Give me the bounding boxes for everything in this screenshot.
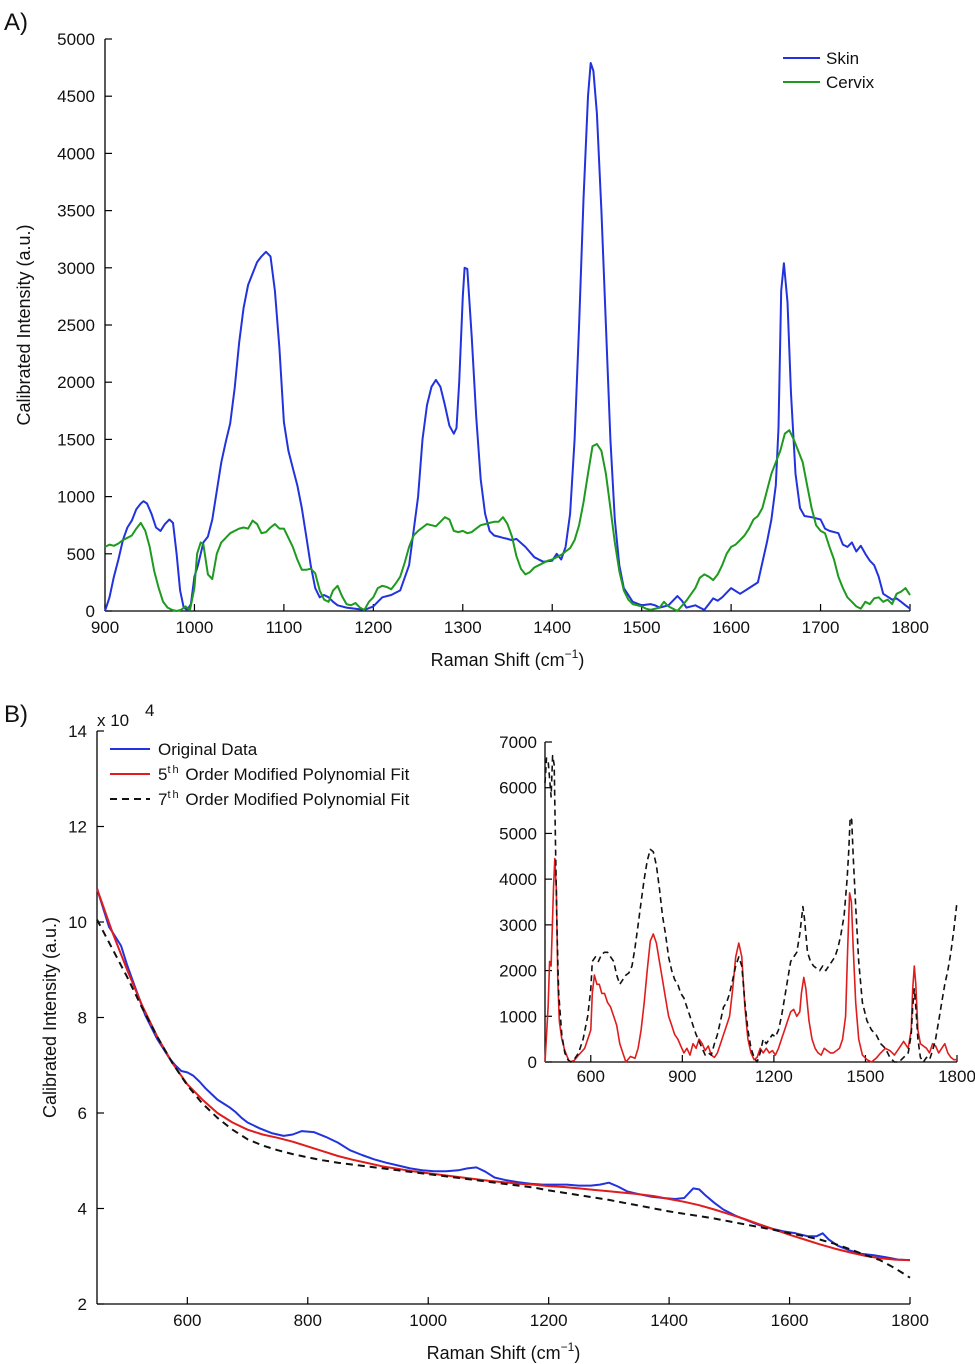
y-tick-label: 3000 (57, 259, 95, 278)
y-tick-label: 6000 (499, 779, 537, 798)
x-tick-label: 1400 (533, 618, 571, 637)
x-tick-label: 600 (173, 1311, 201, 1330)
legend-label: Cervix (826, 73, 875, 92)
x-axis-label: Raman Shift (cm−1) (431, 647, 585, 670)
x-tick-label: 1800 (891, 1311, 929, 1330)
x-tick-label: 800 (294, 1311, 322, 1330)
y-axis-label: Calibrated Intensity (a.u.) (14, 224, 34, 425)
y-tick-label: 10 (68, 913, 87, 932)
x-tick-label: 1800 (891, 618, 929, 637)
legend-order: 5 (158, 765, 167, 784)
x-tick-label: 1200 (530, 1311, 568, 1330)
y-tick-label: 1000 (499, 1007, 537, 1026)
x-axis-label-sup: −1 (561, 1340, 575, 1354)
x-tick-label: 1000 (176, 618, 214, 637)
y-tick-label: 5000 (57, 30, 95, 49)
y-tick-label: 4 (78, 1200, 87, 1219)
y-multiplier-exponent: 4 (145, 701, 154, 720)
series-line-inset-0 (544, 857, 957, 1063)
legend-order-sup: th (167, 789, 180, 801)
legend-label: Skin (826, 49, 859, 68)
x-tick-label: 1600 (771, 1311, 809, 1330)
y-tick-label: 3500 (57, 202, 95, 221)
legend-label: 5th Order Modified Polynomial Fit (158, 764, 410, 784)
legend-order: 7 (158, 790, 167, 809)
chart-A: 900 1000 1100 1200 1300 1400 1500 1600 1700 1800 0… (4, 9, 929, 670)
y-tick-label: 7000 (499, 733, 537, 752)
legend-text: Order Modified Polynomial Fit (181, 790, 410, 809)
legend-order-sup: th (167, 764, 180, 776)
x-axis-label-main: Raman Shift (cm (427, 1343, 561, 1363)
y-tick-label: 6 (78, 1104, 87, 1123)
y-tick-label: 4500 (57, 87, 95, 106)
x-axis-label-sup: −1 (565, 647, 579, 661)
y-tick-label: 2000 (57, 373, 95, 392)
y-tick-label: 14 (68, 722, 87, 741)
panel-label: A) (4, 9, 28, 36)
x-tick-label: 1300 (444, 618, 482, 637)
x-tick-label: 1100 (266, 618, 303, 637)
series-line-inset-1 (544, 754, 958, 1063)
series-line-A-1 (104, 429, 911, 612)
y-tick-label: 2 (78, 1295, 87, 1314)
panel-label: B) (4, 701, 28, 728)
x-tick-label: 1700 (802, 618, 840, 637)
legend-label: Original Data (158, 740, 258, 759)
x-axis-label-end: ) (578, 650, 584, 670)
y-tick-label: 0 (528, 1053, 537, 1072)
x-tick-label: 1500 (847, 1067, 885, 1086)
legend-label: 7th Order Modified Polynomial Fit (158, 789, 410, 809)
y-tick-label: 2000 (499, 962, 537, 981)
y-tick-label: 0 (86, 602, 95, 621)
x-tick-label: 1500 (623, 618, 661, 637)
legend-text: Order Modified Polynomial Fit (181, 765, 410, 784)
x-axis-label: Raman Shift (cm−1) (427, 1340, 581, 1363)
y-tick-label: 4000 (57, 144, 95, 163)
chart-inset: 600 900 1200 1500 1800 0 1000 2000 3000 4000 5000 6… (499, 733, 975, 1086)
y-tick-label: 2500 (57, 316, 95, 335)
y-multiplier: x 10 (97, 711, 129, 730)
x-tick-label: 1600 (712, 618, 750, 637)
chart-B: 600 800 1000 1200 1400 1600 1800 2 4 6 8 10 12 14 B) Ra… (4, 701, 929, 1363)
x-tick-label: 1200 (755, 1067, 793, 1086)
series-line-B-2 (96, 919, 911, 1279)
y-tick-label: 3000 (499, 916, 537, 935)
y-tick-label: 500 (67, 545, 95, 564)
y-axis-label: Calibrated Intensity (a.u.) (40, 917, 60, 1118)
y-tick-label: 1000 (57, 488, 95, 507)
x-tick-label: 900 (91, 618, 119, 637)
x-tick-label: 1200 (354, 618, 392, 637)
x-axis-label-end: ) (574, 1343, 580, 1363)
y-tick-label: 12 (68, 818, 87, 837)
y-tick-label: 5000 (499, 824, 537, 843)
x-axis-label-main: Raman Shift (cm (431, 650, 565, 670)
x-tick-label: 1400 (650, 1311, 688, 1330)
x-tick-label: 1000 (409, 1311, 447, 1330)
series-line-A-0 (104, 62, 911, 612)
y-tick-label: 8 (78, 1009, 87, 1028)
y-tick-label: 4000 (499, 870, 537, 889)
x-tick-label: 1800 (938, 1067, 975, 1086)
x-tick-label: 600 (577, 1067, 605, 1086)
y-tick-label: 1500 (57, 430, 95, 449)
x-tick-label: 900 (668, 1067, 696, 1086)
